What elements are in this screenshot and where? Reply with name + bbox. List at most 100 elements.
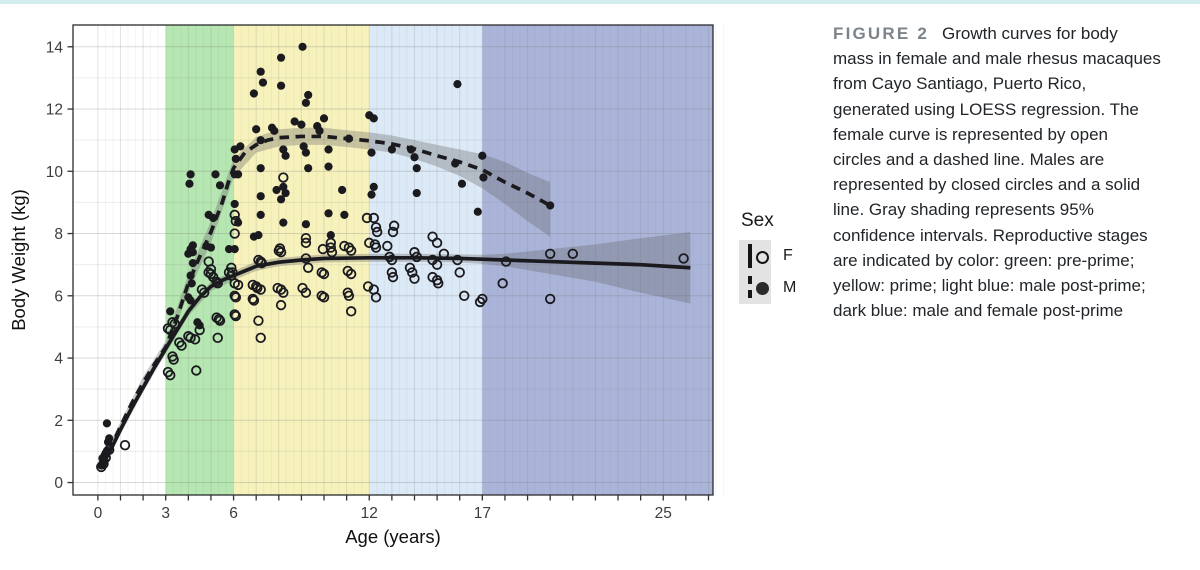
open-data-point	[361, 212, 373, 224]
chart-legend: Sex F M	[739, 210, 796, 304]
closed-data-point	[215, 181, 225, 190]
open-data-point	[185, 332, 196, 344]
open-data-point	[345, 306, 357, 317]
open-data-point	[316, 290, 327, 301]
closed-data-point	[304, 164, 313, 173]
closed-data-point	[249, 89, 259, 98]
y-axis-ticks: 0 2 4 6 8 10 12 14	[46, 39, 73, 492]
closed-data-point	[230, 170, 239, 179]
y-tick-label: 10	[46, 164, 64, 181]
y-axis-title: Body Weight (kg)	[8, 189, 29, 331]
open-data-point	[212, 278, 223, 289]
caption-line: line. Gray shading represents 95%	[833, 200, 1094, 220]
legend-label-female: F	[783, 247, 793, 264]
closed-data-point	[256, 164, 265, 173]
closed-data-point	[252, 125, 261, 134]
closed-data-point	[301, 148, 311, 157]
open-data-point	[318, 292, 330, 303]
open-data-point	[345, 268, 357, 280]
closed-data-point	[319, 114, 329, 123]
closed-data-point	[276, 195, 286, 204]
y-tick-label: 6	[54, 288, 63, 305]
caption-line: from Cayo Santiago, Puerto Rico,	[833, 74, 1087, 94]
y-tick-label: 4	[54, 351, 63, 368]
loess-curve-F	[99, 255, 691, 468]
open-data-point	[167, 317, 178, 328]
closed-data-point	[254, 230, 263, 240]
closed-data-point	[301, 98, 311, 107]
open-data-point	[103, 444, 115, 456]
open-data-point	[387, 271, 399, 283]
x-tick-label: 0	[94, 505, 103, 522]
open-data-point	[255, 332, 266, 344]
open-data-point	[382, 240, 393, 252]
closed-data-point	[406, 145, 416, 154]
closed-data-point	[211, 170, 220, 179]
open-data-point	[411, 251, 422, 263]
page-top-border	[0, 0, 1200, 4]
caption-line: are indicated by color: green: pre-prime…	[833, 250, 1135, 270]
closed-data-point	[290, 117, 299, 126]
closed-data-point	[297, 120, 306, 129]
open-data-point	[388, 220, 400, 231]
open-data-point	[191, 365, 202, 376]
open-data-point	[98, 458, 109, 470]
closed-data-point	[256, 210, 265, 219]
open-data-point	[386, 267, 398, 278]
closed-data-point	[209, 213, 218, 223]
open-data-point	[300, 287, 312, 298]
closed-data-point	[187, 279, 196, 288]
open-circle-icon	[756, 251, 769, 264]
y-tick-label: 12	[46, 102, 63, 119]
closed-data-point	[185, 179, 194, 188]
closed-data-point	[324, 145, 333, 154]
open-data-point	[371, 226, 383, 238]
open-data-point	[386, 254, 398, 266]
open-data-point	[226, 262, 237, 273]
open-data-point	[459, 290, 470, 301]
open-data-point	[370, 222, 382, 233]
open-data-point	[452, 254, 463, 266]
open-data-point	[678, 253, 689, 264]
figure-number-label: FIGURE 2	[833, 24, 930, 43]
closed-circle-icon	[756, 282, 769, 295]
caption-line: yellow: prime; light blue: male post-pri…	[833, 276, 1146, 296]
closed-data-point	[230, 245, 239, 254]
open-data-point	[431, 259, 443, 270]
open-data-point	[369, 239, 381, 250]
closed-data-point	[230, 199, 239, 209]
x-tick-label: 12	[361, 505, 378, 522]
closed-data-point	[344, 134, 354, 143]
open-data-point	[438, 248, 450, 259]
closed-data-point	[105, 434, 114, 443]
open-data-point	[370, 292, 382, 303]
dashed-line-glyph	[748, 276, 752, 300]
closed-data-point	[258, 78, 268, 87]
closed-data-point	[324, 162, 333, 171]
closed-data-point	[410, 153, 419, 162]
caption-text: Growth curves for body	[942, 24, 1118, 43]
ci-ribbon-F	[101, 231, 691, 472]
legend-key-female	[739, 240, 771, 272]
open-data-point	[275, 247, 287, 258]
closed-data-point	[188, 259, 197, 268]
open-data-point	[454, 267, 465, 278]
closed-data-point	[236, 142, 245, 151]
open-data-point	[409, 273, 420, 284]
closed-data-point	[301, 220, 311, 229]
closed-data-point	[367, 148, 376, 157]
closed-data-point	[315, 126, 324, 135]
open-data-point	[169, 318, 180, 330]
x-axis-title: Age (years)	[345, 526, 441, 547]
closed-data-point	[186, 271, 195, 280]
open-data-point	[229, 228, 240, 239]
closed-data-point	[186, 296, 195, 305]
closed-data-point	[276, 81, 286, 90]
closed-data-point	[457, 179, 467, 188]
closed-data-point	[186, 170, 195, 179]
open-data-point	[302, 262, 314, 273]
closed-data-point	[166, 307, 175, 316]
growth-chart-figure: 0 3 6 12 17 25 0 2 4 6 8 10 12 14 Age (years) Body Weig…	[8, 24, 714, 547]
open-data-point	[544, 248, 556, 259]
open-data-point	[119, 439, 131, 451]
